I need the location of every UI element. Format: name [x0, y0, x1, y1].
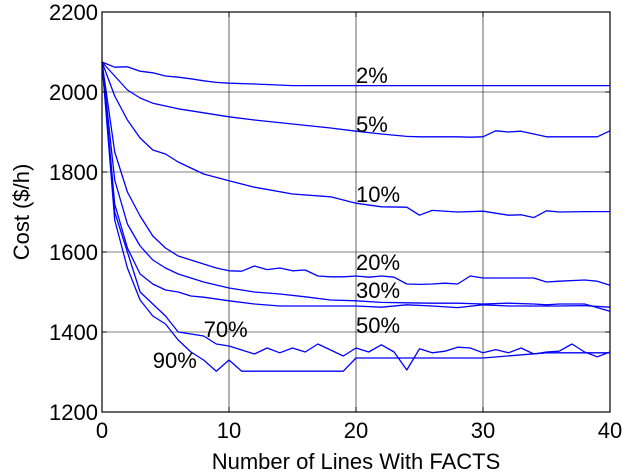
x-tick-label: 30 — [471, 418, 495, 443]
series-line — [101, 61, 611, 286]
x-tick-label: 40 — [598, 418, 622, 443]
grid — [102, 12, 610, 412]
y-tick-label: 2200 — [49, 0, 98, 25]
y-tick-label: 1200 — [49, 400, 98, 425]
series-line — [101, 61, 610, 372]
y-axis-label: Cost ($/h) — [9, 164, 34, 261]
series-label: 2% — [356, 63, 388, 88]
x-axis-label: Number of Lines With FACTS — [212, 449, 501, 474]
x-tick-label: 0 — [96, 418, 108, 443]
y-tick-label: 2000 — [49, 80, 98, 105]
series-line — [101, 61, 611, 138]
series-labels: 2% 5% 10% 20% 30% 50% 70% 90% — [153, 63, 400, 373]
x-tick-label: 10 — [217, 418, 241, 443]
ticks — [101, 11, 611, 413]
series-line — [101, 61, 611, 371]
series-line — [101, 61, 610, 87]
series-label: 5% — [356, 112, 388, 137]
series-line — [101, 61, 611, 309]
x-tick-label: 20 — [344, 418, 368, 443]
series-label: 20% — [356, 250, 400, 275]
y-tick-label: 1600 — [49, 240, 98, 265]
series-label: 50% — [356, 313, 400, 338]
series-label: 30% — [356, 278, 400, 303]
series-line — [101, 61, 611, 312]
series-line — [101, 61, 610, 219]
series-label: 10% — [356, 182, 400, 207]
y-tick-label: 1800 — [49, 160, 98, 185]
series-label: 70% — [204, 317, 248, 342]
series-layer — [101, 61, 611, 372]
y-tick-label: 1400 — [49, 320, 98, 345]
tick-labels: 0 10 20 30 40 1200 1400 1600 1800 2000 2200 — [49, 0, 622, 443]
series-label: 90% — [153, 348, 197, 373]
